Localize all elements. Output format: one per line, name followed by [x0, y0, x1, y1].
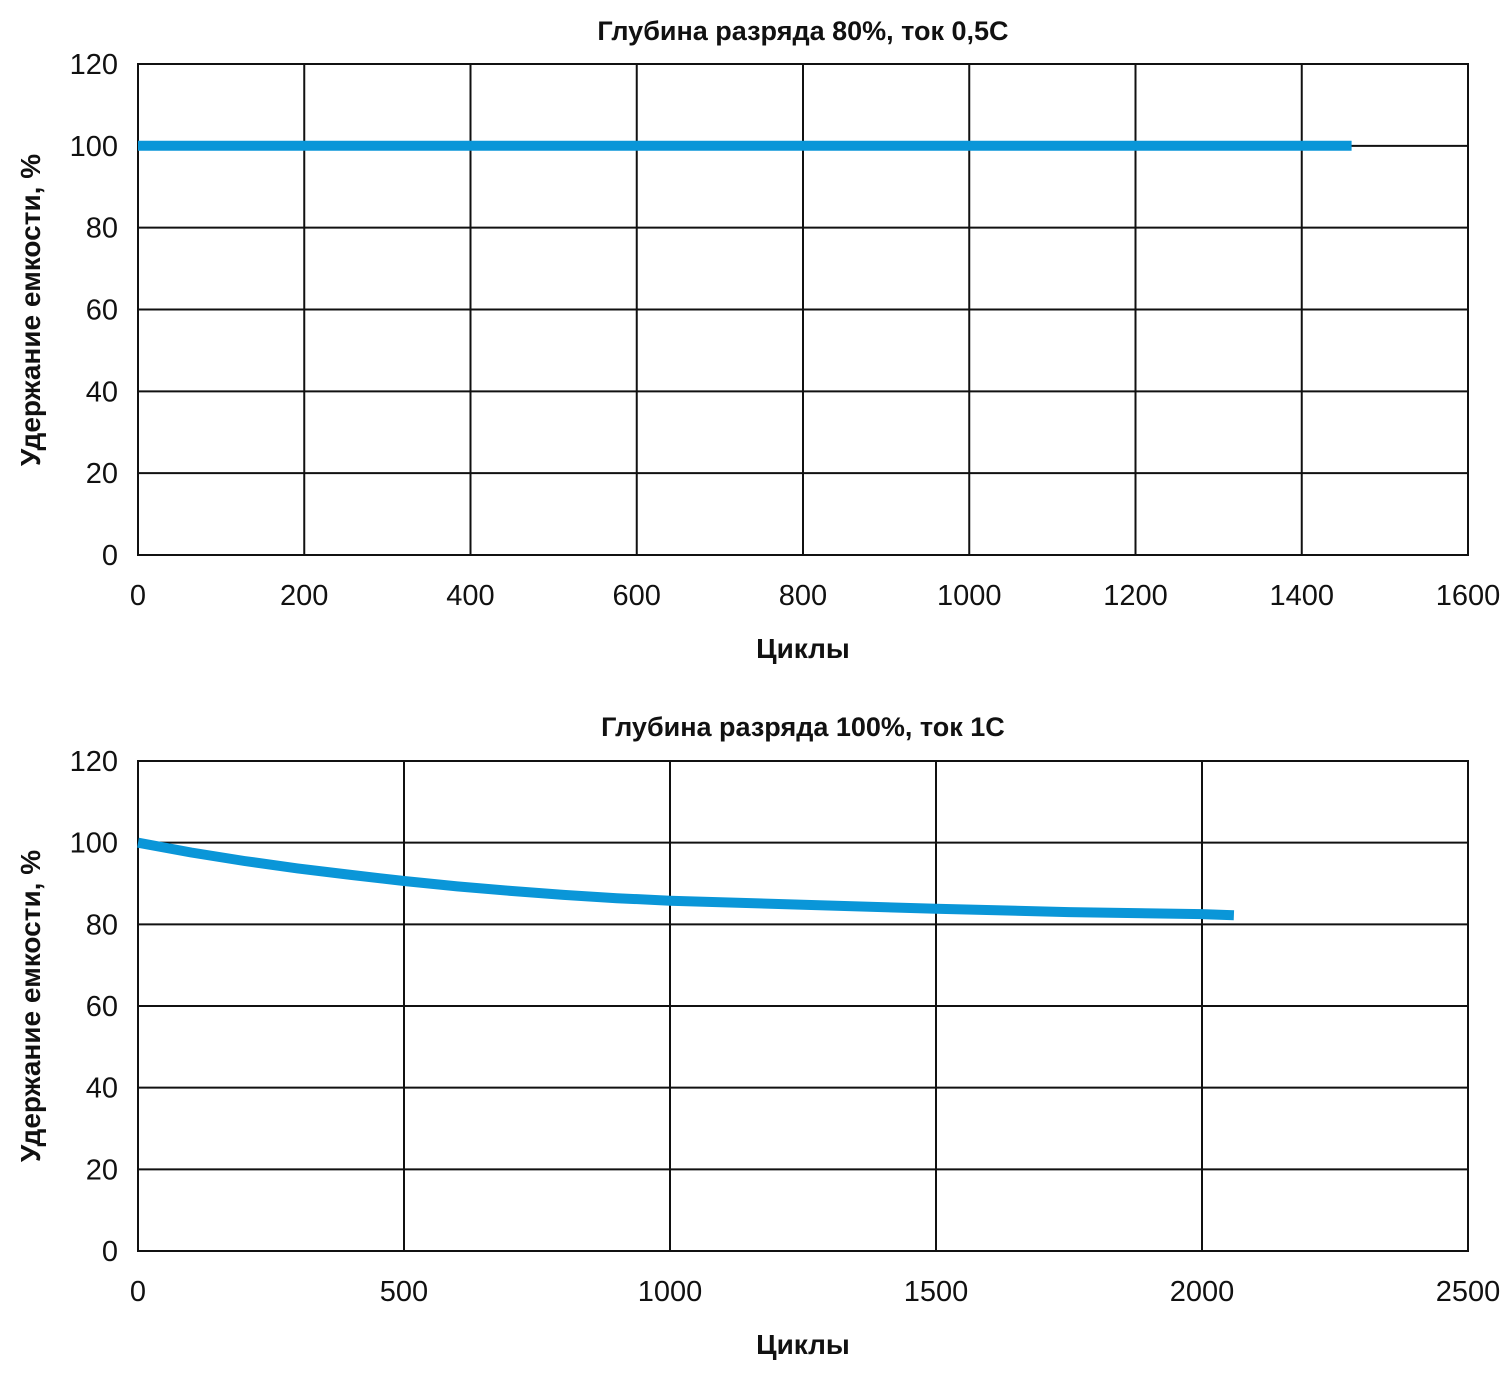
x-tick-label: 0 — [130, 1276, 146, 1308]
y-tick-label: 60 — [86, 991, 118, 1023]
x-tick-label: 800 — [779, 580, 827, 612]
y-tick-label: 120 — [70, 49, 118, 81]
chart-title: Глубина разряда 80%, ток 0,5С — [597, 16, 1008, 46]
plot-frame — [137, 760, 1469, 1252]
y-tick-label: 100 — [70, 828, 118, 860]
x-tick-label: 0 — [130, 580, 146, 612]
y-tick-label: 40 — [86, 376, 118, 408]
chart-title: Глубина разряда 100%, ток 1С — [601, 712, 1005, 742]
y-tick-label: 0 — [102, 1236, 118, 1268]
y-tick-label: 60 — [86, 295, 118, 327]
x-tick-label: 1400 — [1269, 580, 1334, 612]
x-tick-label: 500 — [380, 1276, 428, 1308]
plot-frame — [137, 63, 1469, 556]
x-tick-label: 2500 — [1436, 1276, 1501, 1308]
y-tick-label: 20 — [86, 458, 118, 490]
x-tick-label: 1600 — [1436, 580, 1501, 612]
x-tick-label: 400 — [446, 580, 494, 612]
x-tick-label: 2000 — [1170, 1276, 1235, 1308]
y-tick-label: 20 — [86, 1154, 118, 1186]
y-tick-label: 40 — [86, 1073, 118, 1105]
chart-dod-100: Глубина разряда 100%, ток 1С Удержание е… — [15, 712, 1500, 1360]
x-axis-label: Циклы — [756, 1329, 850, 1360]
x-tick-label: 1000 — [937, 580, 1002, 612]
y-axis-label: Удержание емкости, % — [15, 850, 46, 1162]
x-tick-label: 1500 — [904, 1276, 969, 1308]
y-tick-label: 100 — [70, 131, 118, 163]
x-tick-label: 600 — [613, 580, 661, 612]
y-axis-label: Удержание емкости, % — [15, 154, 46, 466]
y-tick-label: 80 — [86, 213, 118, 245]
chart-dod-80: Глубина разряда 80%, ток 0,5С Удержание … — [15, 16, 1500, 664]
x-tick-label: 1200 — [1103, 580, 1168, 612]
y-tick-label: 120 — [70, 746, 118, 778]
y-tick-label: 80 — [86, 909, 118, 941]
y-tick-label: 0 — [102, 540, 118, 572]
x-tick-label: 200 — [280, 580, 328, 612]
series-line — [137, 837, 1235, 921]
x-axis-label: Циклы — [756, 633, 850, 664]
x-tick-label: 1000 — [638, 1276, 703, 1308]
